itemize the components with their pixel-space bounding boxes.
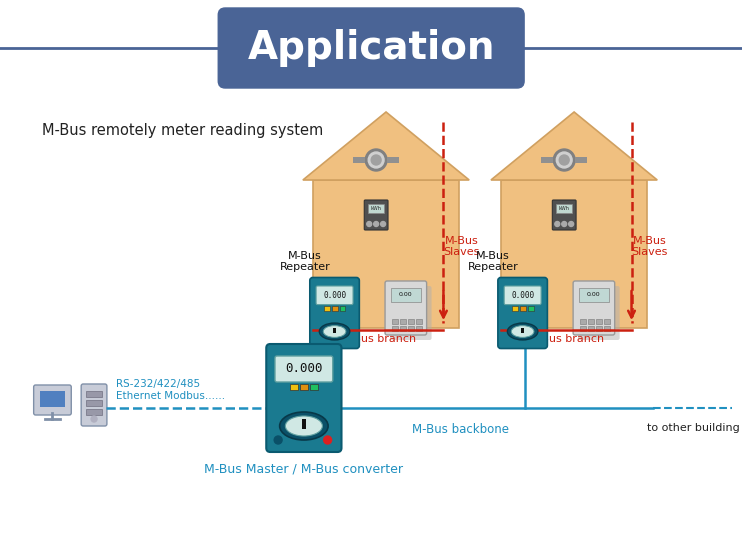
Bar	[40, 391, 65, 407]
Text: kWh: kWh	[559, 206, 570, 211]
Bar	[604, 326, 610, 331]
FancyBboxPatch shape	[552, 200, 576, 230]
Bar	[400, 319, 406, 324]
Bar	[588, 319, 594, 324]
Text: M-Bus backbone: M-Bus backbone	[413, 423, 509, 436]
Ellipse shape	[285, 416, 322, 436]
FancyBboxPatch shape	[218, 8, 524, 88]
Text: M-Bus remotely meter reading system: M-Bus remotely meter reading system	[41, 123, 322, 138]
Circle shape	[560, 155, 569, 165]
Circle shape	[380, 222, 386, 227]
Circle shape	[556, 152, 572, 168]
Bar	[368, 204, 384, 213]
Ellipse shape	[280, 412, 328, 440]
Bar	[408, 326, 414, 331]
Text: kWh: kWh	[370, 206, 382, 211]
Text: M-Bus branch: M-Bus branch	[340, 334, 416, 344]
Polygon shape	[491, 112, 657, 180]
FancyBboxPatch shape	[310, 278, 359, 349]
Bar	[400, 326, 406, 331]
FancyBboxPatch shape	[34, 385, 71, 415]
Circle shape	[274, 436, 282, 444]
Bar	[604, 319, 610, 324]
Bar	[313, 180, 459, 328]
Ellipse shape	[512, 326, 534, 337]
Bar	[408, 319, 414, 324]
Bar	[580, 326, 586, 331]
Text: 0.000: 0.000	[323, 291, 346, 300]
Bar	[392, 326, 398, 331]
Text: Application: Application	[248, 29, 495, 67]
Ellipse shape	[320, 323, 350, 340]
Bar	[86, 409, 102, 415]
Bar	[588, 326, 594, 331]
Bar	[324, 305, 329, 311]
Bar	[387, 157, 399, 163]
FancyBboxPatch shape	[81, 384, 107, 426]
Text: M-Bus branch: M-Bus branch	[528, 334, 605, 344]
Bar	[580, 319, 586, 324]
Text: M-Bus
Slaves: M-Bus Slaves	[632, 236, 668, 257]
Bar	[290, 384, 298, 390]
Polygon shape	[303, 112, 470, 180]
Circle shape	[568, 222, 574, 227]
FancyBboxPatch shape	[385, 281, 427, 335]
Bar	[300, 384, 307, 390]
Text: M-Bus
Repeater: M-Bus Repeater	[467, 251, 518, 272]
Bar	[333, 328, 336, 334]
Bar	[521, 328, 524, 334]
FancyBboxPatch shape	[504, 286, 541, 304]
Bar	[596, 326, 602, 331]
Text: 0.00: 0.00	[399, 293, 412, 297]
Bar	[512, 305, 518, 311]
Bar	[332, 305, 338, 311]
Bar	[391, 288, 421, 302]
Circle shape	[365, 149, 387, 171]
Text: to other building: to other building	[646, 423, 740, 433]
Bar	[579, 288, 609, 302]
FancyBboxPatch shape	[578, 286, 620, 340]
Circle shape	[555, 222, 560, 227]
Text: M-Bus
Slaves: M-Bus Slaves	[443, 236, 479, 257]
Text: 0.000: 0.000	[511, 291, 534, 300]
Text: RS-232/422/485
Ethernet Modbus......: RS-232/422/485 Ethernet Modbus......	[116, 379, 225, 401]
Bar	[416, 319, 422, 324]
Circle shape	[367, 222, 372, 227]
Bar	[501, 180, 647, 328]
Bar	[416, 326, 422, 331]
Bar	[596, 319, 602, 324]
Ellipse shape	[508, 323, 538, 340]
Bar	[86, 400, 102, 406]
Bar	[527, 305, 533, 311]
FancyBboxPatch shape	[498, 278, 548, 349]
Circle shape	[554, 149, 575, 171]
Bar	[302, 419, 306, 429]
Bar	[542, 157, 554, 163]
Bar	[520, 305, 526, 311]
Circle shape	[562, 222, 567, 227]
Bar	[556, 204, 572, 213]
Circle shape	[371, 155, 381, 165]
Text: M-Bus Master / M-Bus converter: M-Bus Master / M-Bus converter	[205, 462, 404, 475]
FancyBboxPatch shape	[266, 344, 341, 452]
FancyBboxPatch shape	[364, 200, 388, 230]
Bar	[86, 391, 102, 397]
FancyBboxPatch shape	[573, 281, 615, 335]
Ellipse shape	[323, 326, 346, 337]
FancyBboxPatch shape	[275, 356, 333, 382]
Bar	[340, 305, 346, 311]
Bar	[575, 157, 587, 163]
Text: 0.00: 0.00	[587, 293, 601, 297]
Text: M-Bus
Repeater: M-Bus Repeater	[280, 251, 330, 272]
Bar	[310, 384, 318, 390]
FancyBboxPatch shape	[390, 286, 431, 340]
Circle shape	[374, 222, 379, 227]
Bar	[392, 319, 398, 324]
Circle shape	[368, 152, 384, 168]
Text: 0.000: 0.000	[285, 362, 322, 376]
FancyBboxPatch shape	[316, 286, 353, 304]
Bar	[353, 157, 365, 163]
Circle shape	[324, 436, 332, 444]
Circle shape	[91, 416, 97, 422]
